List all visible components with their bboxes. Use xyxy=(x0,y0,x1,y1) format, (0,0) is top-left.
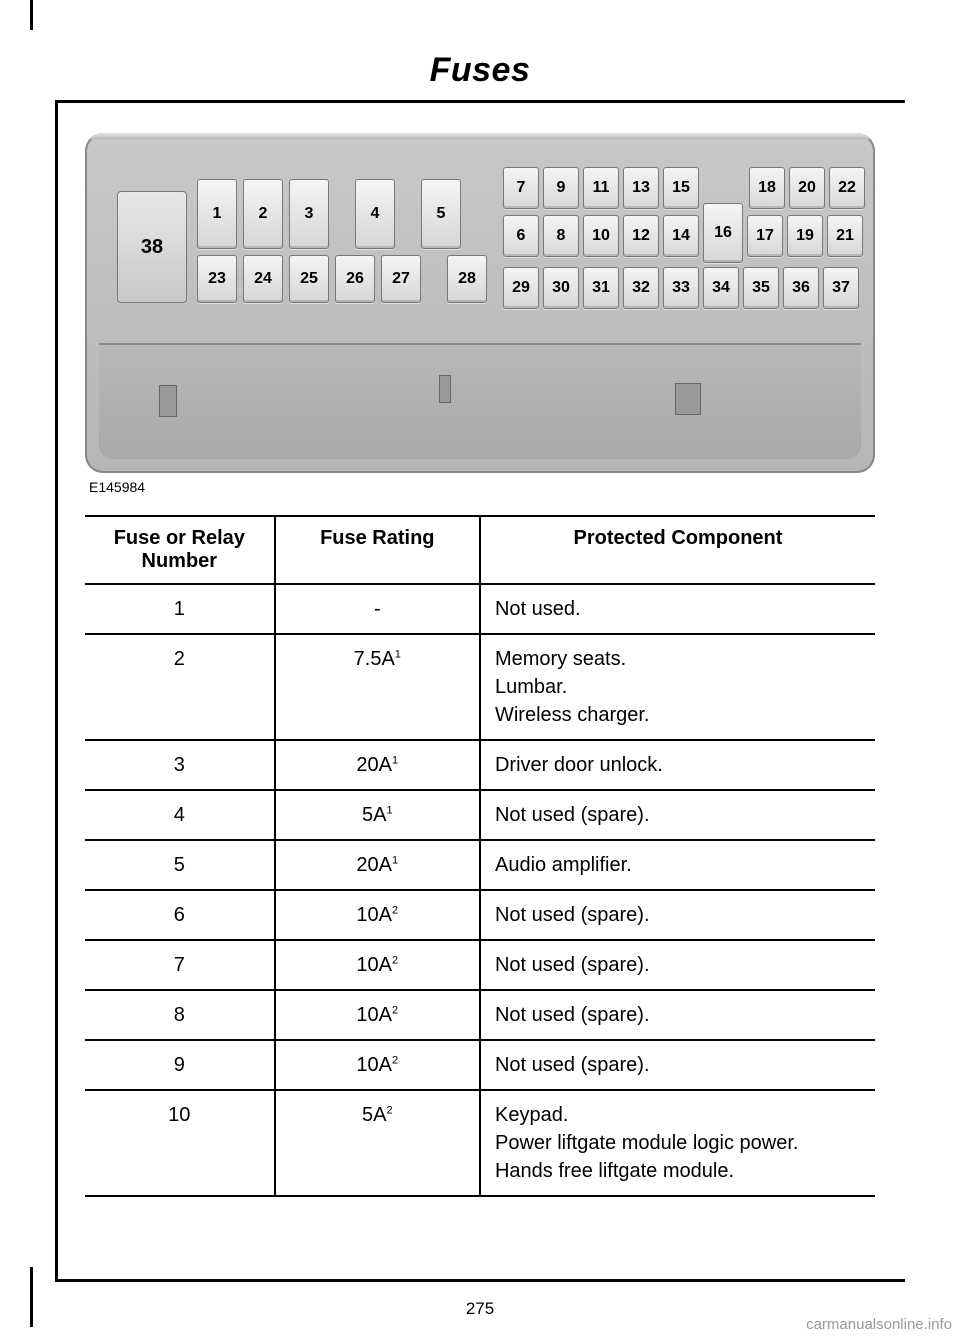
fuse-slot-large: 38 xyxy=(117,191,187,303)
clip xyxy=(439,375,451,403)
fuse-number: 8 xyxy=(85,990,275,1040)
fuse-number: 4 xyxy=(85,790,275,840)
fuse-number: 9 xyxy=(85,1040,275,1090)
protected-component: Not used (spare). xyxy=(480,940,875,990)
fuse-slot: 16 xyxy=(703,203,743,263)
fuse-slot: 19 xyxy=(787,215,823,257)
fuse-slot: 15 xyxy=(663,167,699,209)
table-row: 105A2Keypad.Power liftgate module logic … xyxy=(85,1090,875,1196)
table-row: 520A1Audio amplifier. xyxy=(85,840,875,890)
fuse-rating: 5A2 xyxy=(275,1090,480,1196)
fuse-number: 1 xyxy=(85,584,275,634)
fuse-slot: 6 xyxy=(503,215,539,257)
fuse-slot: 24 xyxy=(243,255,283,303)
fuse-slot: 2 xyxy=(243,179,283,249)
fuse-slot: 34 xyxy=(703,267,739,309)
fuse-row: 23 24 25 26 27 28 xyxy=(197,255,487,303)
fuse-slot: 14 xyxy=(663,215,699,257)
page-content: 38 1 2 3 4 5 23 24 25 26 27 28 xyxy=(55,103,905,1282)
fuse-slot: 27 xyxy=(381,255,421,303)
table-row: 320A1Driver door unlock. xyxy=(85,740,875,790)
table-row: 610A2Not used (spare). xyxy=(85,890,875,940)
fuse-slot: 30 xyxy=(543,267,579,309)
fuse-slot: 20 xyxy=(789,167,825,209)
table-row: 1-Not used. xyxy=(85,584,875,634)
fuse-slot: 33 xyxy=(663,267,699,309)
fuse-slot: 11 xyxy=(583,167,619,209)
table-row: 910A2Not used (spare). xyxy=(85,1040,875,1090)
fuse-slot: 36 xyxy=(783,267,819,309)
fuse-row: 7 9 11 13 15 18 20 22 xyxy=(503,167,865,209)
diagram-caption: E145984 xyxy=(89,479,875,495)
table-row: 710A2Not used (spare). xyxy=(85,940,875,990)
fuse-rating: - xyxy=(275,584,480,634)
fuse-slot: 35 xyxy=(743,267,779,309)
fuse-rating: 7.5A1 xyxy=(275,634,480,740)
fuse-number: 7 xyxy=(85,940,275,990)
fuse-row: 29 30 31 32 33 34 35 36 37 xyxy=(503,267,859,309)
fuse-number: 3 xyxy=(85,740,275,790)
fuse-slot: 26 xyxy=(335,255,375,303)
page: Fuses 38 1 2 3 4 5 23 24 25 26 27 xyxy=(0,0,960,1337)
fuse-number: 5 xyxy=(85,840,275,890)
fuse-number: 6 xyxy=(85,890,275,940)
fuse-rating: 10A2 xyxy=(275,890,480,940)
page-header: Fuses xyxy=(55,40,905,103)
fuse-slot: 12 xyxy=(623,215,659,257)
clip xyxy=(675,383,701,415)
fuse-slot: 21 xyxy=(827,215,863,257)
fuse-rating: 5A1 xyxy=(275,790,480,840)
fuse-number: 10 xyxy=(85,1090,275,1196)
fusebox-panel xyxy=(99,343,861,459)
fuse-rating: 10A2 xyxy=(275,940,480,990)
fuse-slot: 31 xyxy=(583,267,619,309)
fuse-slot: 22 xyxy=(829,167,865,209)
fuse-slot: 37 xyxy=(823,267,859,309)
fuse-slot: 18 xyxy=(749,167,785,209)
protected-component: Driver door unlock. xyxy=(480,740,875,790)
protected-component: Audio amplifier. xyxy=(480,840,875,890)
page-title: Fuses xyxy=(430,51,531,90)
fuse-slot: 3 xyxy=(289,179,329,249)
fuse-slot: 29 xyxy=(503,267,539,309)
fuse-slot: 10 xyxy=(583,215,619,257)
clip xyxy=(159,385,177,417)
table-header: Protected Component xyxy=(480,516,875,584)
table-row: 45A1Not used (spare). xyxy=(85,790,875,840)
fuse-slot: 28 xyxy=(447,255,487,303)
fuse-slot: 1 xyxy=(197,179,237,249)
table-header: Fuse or Relay Number xyxy=(85,516,275,584)
fuse-rating: 10A2 xyxy=(275,1040,480,1090)
fuse-slot: 13 xyxy=(623,167,659,209)
fuse-rating: 10A2 xyxy=(275,990,480,1040)
fuse-row: 6 8 10 12 14 16 17 19 21 xyxy=(503,215,863,263)
protected-component: Not used (spare). xyxy=(480,990,875,1040)
protected-component: Not used. xyxy=(480,584,875,634)
fuse-slot: 5 xyxy=(421,179,461,249)
fuse-number: 2 xyxy=(85,634,275,740)
protected-component: Keypad.Power liftgate module logic power… xyxy=(480,1090,875,1196)
fuse-slot: 7 xyxy=(503,167,539,209)
fuse-slot: 9 xyxy=(543,167,579,209)
table-row: 27.5A1Memory seats.Lumbar.Wireless charg… xyxy=(85,634,875,740)
fuse-slot: 17 xyxy=(747,215,783,257)
fuse-rating: 20A1 xyxy=(275,740,480,790)
protected-component: Not used (spare). xyxy=(480,790,875,840)
fuse-slot: 23 xyxy=(197,255,237,303)
fuse-row: 1 2 3 4 5 xyxy=(197,179,461,249)
table-row: 810A2Not used (spare). xyxy=(85,990,875,1040)
fuse-table: Fuse or Relay Number Fuse Rating Protect… xyxy=(85,515,875,1197)
fuse-slot: 4 xyxy=(355,179,395,249)
table-header: Fuse Rating xyxy=(275,516,480,584)
fusebox-diagram: 38 1 2 3 4 5 23 24 25 26 27 28 xyxy=(85,133,875,473)
crop-mark xyxy=(30,0,33,30)
watermark: carmanualsonline.info xyxy=(806,1316,952,1333)
fuse-slot: 25 xyxy=(289,255,329,303)
protected-component: Not used (spare). xyxy=(480,1040,875,1090)
fuse-slot: 32 xyxy=(623,267,659,309)
fuse-rating: 20A1 xyxy=(275,840,480,890)
fuse-slot: 8 xyxy=(543,215,579,257)
protected-component: Memory seats.Lumbar.Wireless charger. xyxy=(480,634,875,740)
protected-component: Not used (spare). xyxy=(480,890,875,940)
